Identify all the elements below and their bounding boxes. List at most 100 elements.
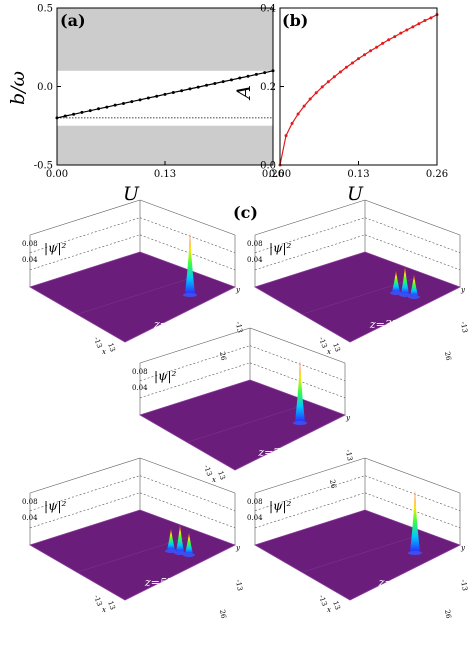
grid-line xyxy=(139,475,236,511)
box-frame xyxy=(254,457,461,545)
soliton-peak xyxy=(185,232,195,294)
x-axis-letter: x xyxy=(102,606,106,614)
panel-c-surfaces: |ψ|²0.080.04-13 13x 26-13yz=0|ψ|²0.080.04-… xyxy=(22,199,469,620)
data-point xyxy=(375,45,379,49)
data-point xyxy=(296,112,300,116)
z-tick-label: 0.08 xyxy=(22,240,38,248)
grid-line xyxy=(29,475,141,511)
data-point xyxy=(205,83,209,87)
z-tick-label: 0.08 xyxy=(247,240,263,248)
z-tick-label: 0.08 xyxy=(132,368,148,376)
z-axis-label: |ψ|² xyxy=(269,241,291,255)
box-edge xyxy=(29,199,141,236)
data-point xyxy=(138,98,142,102)
y-edge-tick: 26 xyxy=(443,609,453,620)
box-frame xyxy=(29,199,236,287)
z-axis-label: |ψ|² xyxy=(154,369,176,383)
z-position-label: z=Z/2 xyxy=(257,446,291,459)
x-axis-letter: x xyxy=(212,476,216,484)
z-tick-label: 0.04 xyxy=(247,256,263,264)
grid-line xyxy=(249,345,346,381)
x-axis-letter: x xyxy=(327,348,331,356)
x-tick-label: 0.13 xyxy=(347,169,369,180)
x-axis-label: U xyxy=(347,183,364,205)
data-point xyxy=(369,49,373,53)
data-point xyxy=(63,114,67,118)
y-axis-label: b/ω xyxy=(7,71,29,105)
grid-line xyxy=(249,362,346,399)
box-edge xyxy=(139,327,251,364)
data-point xyxy=(221,80,225,84)
data-point xyxy=(121,101,125,105)
y-edge-tick: -13 xyxy=(344,449,354,461)
y-axis-label: A xyxy=(233,85,255,101)
series-points xyxy=(278,13,439,167)
data-point xyxy=(229,78,233,82)
grid-line xyxy=(139,217,236,253)
floor-grid xyxy=(77,278,189,315)
panel-label: (a) xyxy=(60,11,86,30)
box-edge xyxy=(139,199,236,236)
series-line xyxy=(279,14,438,166)
soliton-peak xyxy=(410,274,418,296)
data-point xyxy=(387,38,391,42)
data-point xyxy=(381,41,385,45)
y-tick-label: 0.4 xyxy=(260,4,276,15)
z-axis-label: |ψ|² xyxy=(44,499,66,513)
surface-floor xyxy=(29,251,237,343)
x-tick-label: 0.13 xyxy=(154,169,176,180)
z-tick-label: 0.08 xyxy=(22,498,38,506)
x-axis-letter: x xyxy=(102,348,106,356)
y-edge-tick: 26 xyxy=(218,609,228,620)
floor-grid xyxy=(187,406,299,443)
surface-floor xyxy=(254,509,462,601)
data-point xyxy=(290,121,294,125)
x-edge-tick: 13 xyxy=(106,600,117,611)
box-edge xyxy=(29,457,141,494)
data-point xyxy=(97,107,101,111)
y-edge-tick: -13 xyxy=(459,579,469,591)
x-tick-label: 0.26 xyxy=(426,169,448,180)
data-point xyxy=(155,94,159,98)
soliton-peak xyxy=(392,270,400,292)
x-edge-tick: -13 xyxy=(317,594,328,607)
soliton-peak xyxy=(185,532,193,554)
data-point xyxy=(393,35,397,39)
data-point xyxy=(105,105,109,109)
z-tick-label: 0.04 xyxy=(247,514,263,522)
axis-ticks: 0.00 0.13 0.26 -0.5 0.0 0.5 xyxy=(34,4,284,181)
data-point xyxy=(423,19,427,23)
grid-line xyxy=(364,234,461,271)
y-edge-tick: 26 xyxy=(328,479,338,490)
data-point xyxy=(326,80,330,84)
peak-base xyxy=(390,291,402,295)
data-point xyxy=(338,70,342,74)
surface-floor xyxy=(139,379,347,471)
peak-base xyxy=(174,551,186,555)
data-point xyxy=(363,53,367,57)
data-point xyxy=(171,90,175,94)
surface-floor xyxy=(254,251,462,343)
y-axis-letter: y xyxy=(460,286,466,294)
peak-base xyxy=(165,549,177,553)
surface-floor xyxy=(29,509,237,601)
x-axis-label: U xyxy=(123,183,140,205)
y-axis-letter: y xyxy=(460,544,466,552)
grid-line xyxy=(254,475,366,511)
y-tick-label: 0.0 xyxy=(260,161,276,172)
data-point xyxy=(302,104,306,108)
soliton-peak xyxy=(176,524,184,552)
data-point xyxy=(429,16,433,20)
data-point xyxy=(72,112,76,116)
z-tick-label: 0.04 xyxy=(22,256,38,264)
floor-grid xyxy=(302,536,414,573)
grid-line xyxy=(364,475,461,511)
panel-c-label: (c) xyxy=(233,203,258,222)
y-tick-label: 0.2 xyxy=(260,82,276,93)
z-position-label: z=0 xyxy=(153,318,176,331)
